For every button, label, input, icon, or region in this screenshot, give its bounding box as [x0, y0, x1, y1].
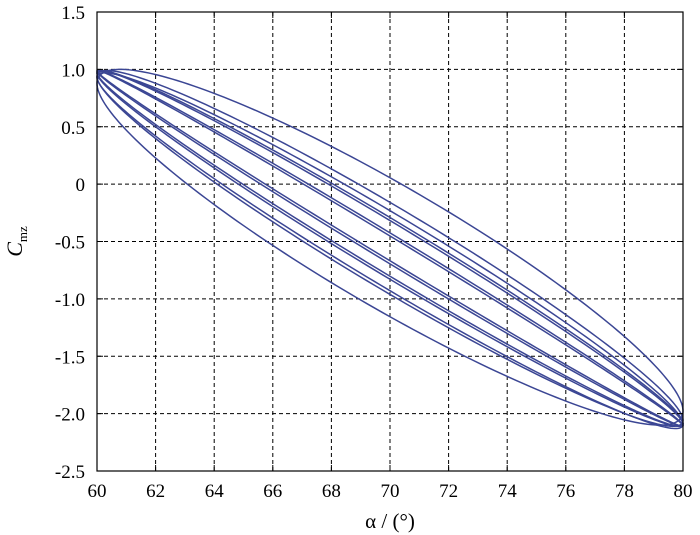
hysteresis-loop [96, 69, 684, 427]
x-tick-label: 68 [322, 481, 341, 502]
x-tick-label: 66 [263, 481, 282, 502]
x-tick-label: 64 [205, 481, 225, 502]
y-tick-label: -1.5 [55, 347, 85, 368]
series-group [96, 68, 684, 430]
y-tick-label: -1.0 [55, 290, 85, 311]
hysteresis-loop [96, 69, 684, 428]
y-tick-label: -2.5 [55, 462, 85, 483]
hysteresis-loop [96, 68, 684, 426]
y-tick-label: 1.0 [61, 60, 85, 81]
y-tick-label: -0.5 [55, 233, 85, 254]
hysteresis-loop [96, 72, 684, 430]
x-tick-label: 60 [88, 481, 107, 502]
y-tick-label: -2.0 [55, 405, 85, 426]
y-axis-label-sub: mz [15, 226, 30, 242]
x-tick-label: 80 [674, 481, 693, 502]
x-tick-label: 78 [615, 481, 634, 502]
y-tick-label: 0.5 [61, 118, 85, 139]
x-axis-label: α / (°) [365, 509, 415, 533]
x-tick-labels: 60 62 64 66 68 70 72 74 76 78 80 [88, 481, 693, 502]
y-tick-label: 1.5 [61, 3, 85, 24]
y-axis-label-main: C [2, 242, 27, 257]
y-axis-label: Cmz [2, 226, 30, 257]
hysteresis-loop [96, 69, 684, 427]
ticks [96, 11, 684, 472]
x-tick-label: 62 [146, 481, 165, 502]
y-tick-label: 0 [76, 175, 86, 196]
x-tick-label: 76 [556, 481, 575, 502]
x-tick-label: 70 [381, 481, 400, 502]
hysteresis-loop [96, 69, 684, 428]
y-tick-labels: 1.5 1.0 0.5 0 -0.5 -1.0 -1.5 -2.0 -2.5 [55, 3, 85, 483]
x-tick-label: 72 [439, 481, 458, 502]
x-tick-label: 74 [498, 481, 518, 502]
